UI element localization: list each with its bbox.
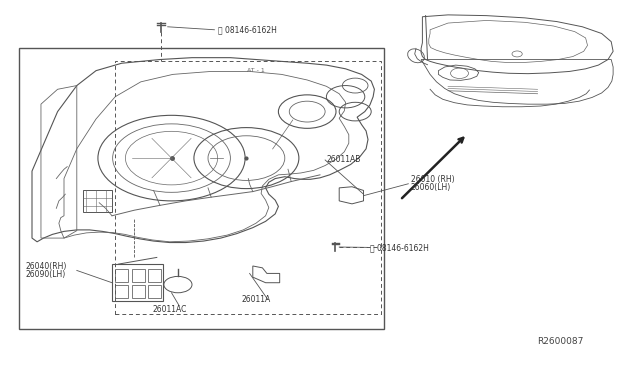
Text: 26011A: 26011A [242,295,271,304]
Bar [19,48,384,329]
Bar [132,285,145,298]
Text: AT - 1: AT - 1 [247,68,265,73]
Text: 26060(LH): 26060(LH) [411,183,451,192]
Text: 26040(RH): 26040(RH) [26,262,67,271]
Bar [112,264,163,301]
Text: Ⓑ 08146-6162H: Ⓑ 08146-6162H [370,243,429,252]
Text: R2600087: R2600087 [538,337,584,346]
Text: Ⓑ 08146-6162H: Ⓑ 08146-6162H [218,25,276,34]
Bar [148,269,161,282]
Text: 26011AC: 26011AC [152,305,187,314]
Bar [148,285,161,298]
Text: 26090(LH): 26090(LH) [26,270,66,279]
Text: 26011AB: 26011AB [326,155,361,164]
Bar [83,190,112,212]
Bar [132,269,145,282]
Bar [115,269,128,282]
Bar [115,285,128,298]
Text: 26010 (RH): 26010 (RH) [411,175,454,184]
Bar [115,61,381,314]
